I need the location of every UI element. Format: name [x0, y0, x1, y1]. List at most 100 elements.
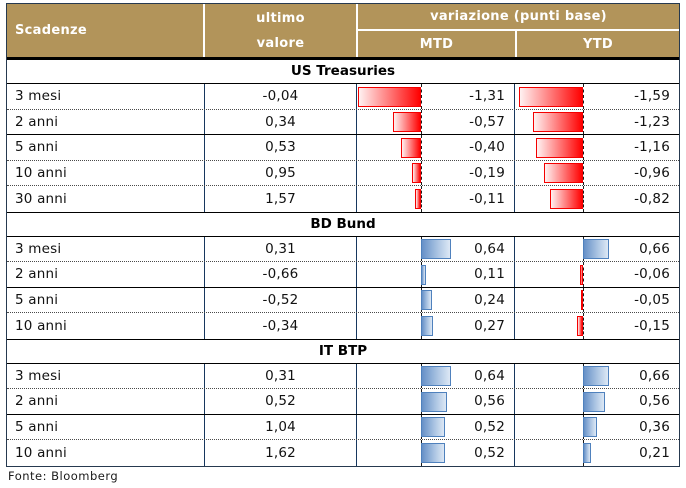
- ytd-cell: -0,15: [514, 313, 679, 339]
- data-bar: [576, 315, 583, 336]
- ytd-cell: 0,66: [514, 363, 679, 388]
- mtd-cell: 0,56: [356, 389, 514, 414]
- table-row: 3 mesi 0,31 0,64 0,66: [7, 363, 679, 389]
- mtd-value: 0,24: [474, 291, 505, 308]
- table-row: 10 anni 0,95 -0,19 -0,96: [7, 160, 679, 186]
- header-ytd: YTD: [517, 31, 679, 57]
- ultimo-valore-cell: 0,52: [204, 389, 356, 414]
- data-bar: [420, 264, 426, 285]
- ultimo-valore-cell: 0,31: [204, 363, 356, 388]
- data-bar: [358, 86, 421, 107]
- data-bar: [401, 137, 421, 158]
- ytd-value: -0,05: [634, 291, 670, 308]
- mtd-cell: -0,11: [356, 186, 514, 212]
- mtd-value: -0,19: [469, 164, 505, 181]
- ytd-value: 0,56: [639, 393, 670, 410]
- ytd-value: -0,82: [634, 190, 670, 207]
- row-label: 5 anni: [15, 291, 59, 308]
- data-bar: [582, 239, 610, 259]
- data-bar: [393, 112, 421, 132]
- row-label: 3 mesi: [15, 240, 62, 257]
- ytd-value: -1,16: [634, 139, 670, 156]
- section-title: IT BTP: [7, 339, 679, 364]
- row-label: 30 anni: [15, 190, 68, 207]
- data-bar: [536, 137, 583, 158]
- header-ultimo-line1: ultimo: [256, 10, 305, 26]
- data-bar: [420, 366, 452, 386]
- zero-axis-line: [420, 160, 422, 185]
- mtd-value: 0,64: [474, 367, 505, 384]
- row-label: 3 mesi: [15, 88, 62, 105]
- header-variazione: variazione (punti base): [358, 4, 679, 29]
- row-label: 3 mesi: [15, 367, 62, 384]
- header-mtd: MTD: [358, 31, 515, 57]
- data-bar: [533, 112, 583, 132]
- row-label: 2 anni: [15, 113, 59, 130]
- section-title: US Treasuries: [7, 60, 679, 84]
- ultimo-valore-cell: 1,57: [204, 186, 356, 212]
- mtd-cell: 0,64: [356, 236, 514, 261]
- ytd-value: -1,59: [634, 88, 670, 105]
- ytd-value: -1,23: [634, 113, 670, 130]
- zero-axis-line: [582, 84, 584, 109]
- ytd-value: 0,21: [639, 444, 670, 461]
- data-bar: [420, 442, 446, 463]
- section-it-btp: IT BTP 3 mesi 0,31 0,64 0,66 2 anni 0,52 0,56 0,…: [7, 339, 679, 466]
- rates-table: Scadenze ultimo valore variazione (punti…: [6, 3, 680, 467]
- ultimo-valore-cell: -0,52: [204, 287, 356, 312]
- ytd-cell: -0,05: [514, 287, 679, 312]
- ytd-cell: -0,96: [514, 160, 679, 185]
- data-bar: [580, 290, 583, 310]
- ytd-value: 0,66: [639, 367, 670, 384]
- row-label: 10 anni: [15, 164, 68, 181]
- mtd-cell: 0,52: [356, 414, 514, 439]
- table-row: 30 anni 1,57 -0,11 -0,82: [7, 186, 679, 212]
- source-note: Fonte: Bloomberg: [8, 469, 119, 483]
- zero-axis-line: [582, 109, 584, 134]
- mtd-value: 0,56: [474, 393, 505, 410]
- ytd-cell: 0,66: [514, 236, 679, 261]
- data-bar: [544, 163, 583, 183]
- table-body: US Treasuries 3 mesi -0,04 -1,31 -1,59 2 anni…: [7, 60, 679, 466]
- zero-axis-line: [582, 313, 584, 339]
- data-bar: [420, 239, 452, 259]
- table-row: 10 anni -0,34 0,27 -0,15: [7, 313, 679, 339]
- table-row: 10 anni 1,62 0,52 0,21: [7, 440, 679, 466]
- table-row: 3 mesi 0,31 0,64 0,66: [7, 236, 679, 262]
- data-bar: [582, 417, 598, 437]
- data-bar: [420, 290, 433, 310]
- mtd-value: 0,27: [474, 317, 505, 334]
- data-bar: [420, 391, 448, 412]
- mtd-cell: 0,24: [356, 287, 514, 312]
- header-scadenze: Scadenze: [7, 4, 203, 57]
- ytd-value: 0,66: [639, 240, 670, 257]
- mtd-cell: -0,57: [356, 109, 514, 134]
- zero-axis-line: [582, 135, 584, 160]
- zero-axis-line: [582, 160, 584, 185]
- ytd-value: -0,96: [634, 164, 670, 181]
- row-label: 5 anni: [15, 139, 59, 156]
- data-bar: [580, 264, 583, 285]
- ytd-value: -0,06: [634, 266, 670, 283]
- ytd-value: 0,36: [639, 418, 670, 435]
- ytd-value: -0,15: [634, 317, 670, 334]
- data-bar: [582, 442, 592, 463]
- row-label: 5 anni: [15, 418, 59, 435]
- ytd-cell: 0,21: [514, 440, 679, 466]
- ultimo-valore-cell: 0,34: [204, 109, 356, 134]
- table-header: Scadenze ultimo valore variazione (punti…: [7, 4, 679, 60]
- table-row: 5 anni -0,52 0,24 -0,05: [7, 287, 679, 313]
- mtd-value: -0,40: [469, 139, 505, 156]
- header-ultimo-valore: ultimo valore: [205, 4, 356, 57]
- table-row: 2 anni -0,66 0,11 -0,06: [7, 262, 679, 288]
- zero-axis-line: [420, 109, 422, 134]
- mtd-cell: -1,31: [356, 84, 514, 109]
- zero-axis-line: [582, 186, 584, 212]
- mtd-value: 0,52: [474, 418, 505, 435]
- data-bar: [549, 188, 583, 209]
- mtd-value: -1,31: [469, 88, 505, 105]
- zero-axis-line: [582, 287, 584, 312]
- data-bar: [582, 391, 606, 412]
- mtd-value: 0,64: [474, 240, 505, 257]
- mtd-cell: 0,64: [356, 363, 514, 388]
